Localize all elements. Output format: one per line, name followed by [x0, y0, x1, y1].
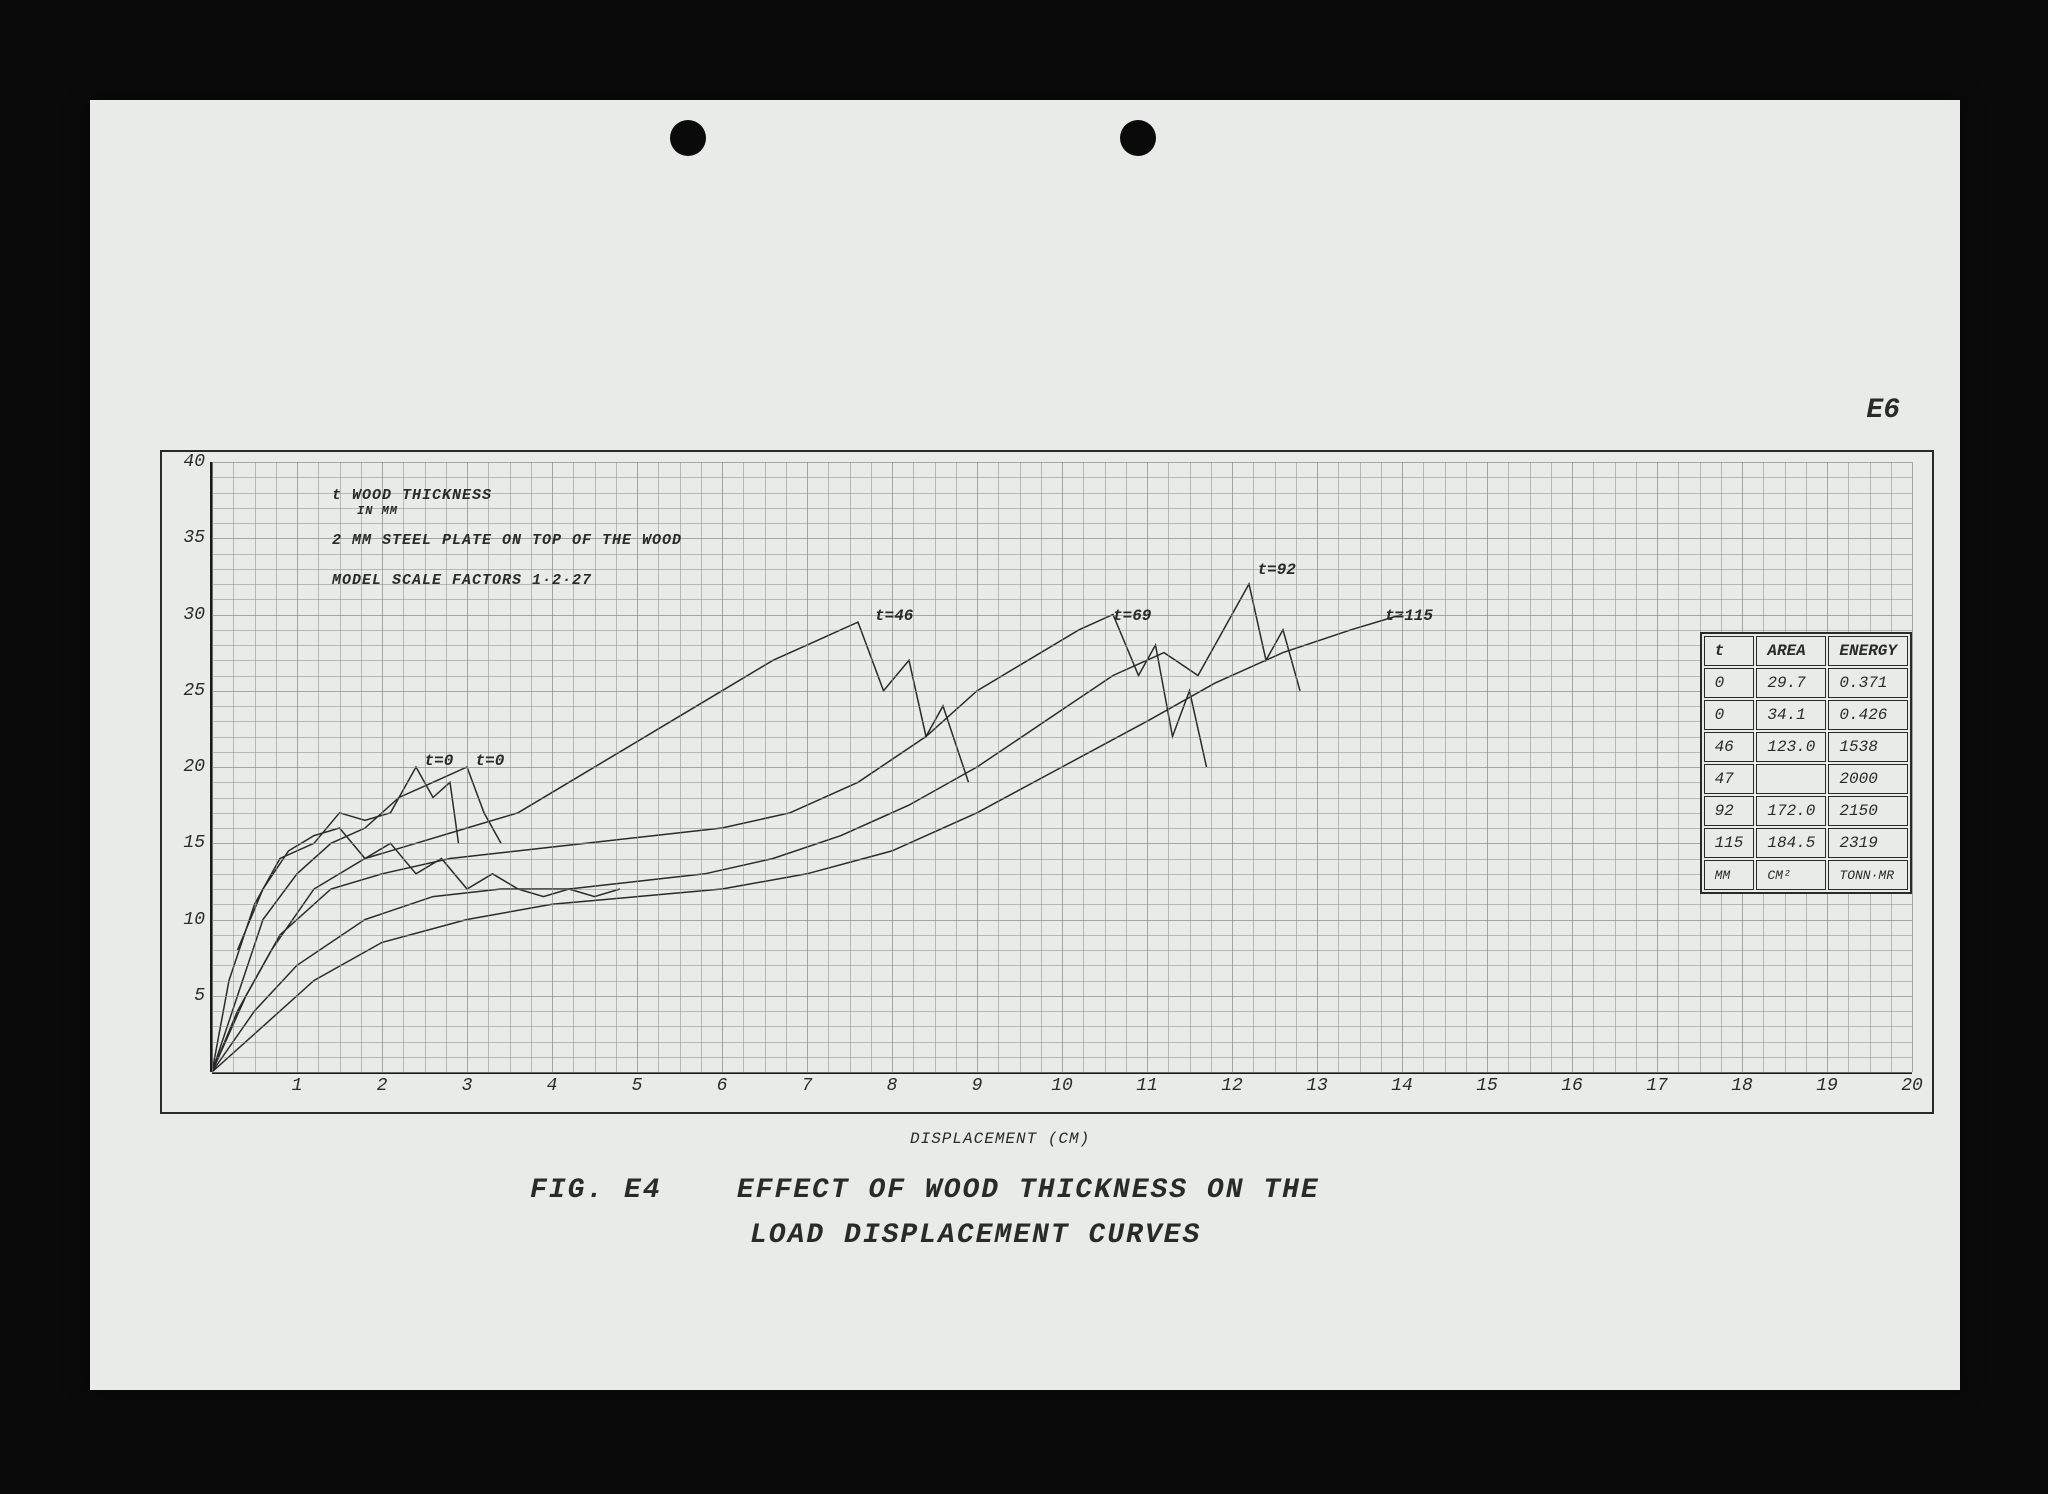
legend-line-1b: IN MM: [357, 504, 398, 518]
table-cell: 0.426: [1828, 700, 1908, 730]
curve-label: t=115: [1385, 607, 1433, 625]
table-row: 115184.52319: [1704, 828, 1908, 858]
table-unit: MM: [1704, 860, 1755, 890]
table-cell: 0.371: [1828, 668, 1908, 698]
x-tick-label: 2: [377, 1076, 388, 1096]
table-cell: 46: [1704, 732, 1755, 762]
table-cell: 0: [1704, 700, 1755, 730]
table-row: 46123.01538: [1704, 732, 1908, 762]
x-tick-label: 17: [1646, 1076, 1668, 1096]
table-cell: 92: [1704, 796, 1755, 826]
table-unit: TONN·MR: [1828, 860, 1908, 890]
table-cell: 172.0: [1756, 796, 1826, 826]
y-tick-label: 20: [183, 757, 210, 777]
x-tick-label: 15: [1476, 1076, 1498, 1096]
figure-title-text-1: EFFECT OF WOOD THICKNESS ON THE: [737, 1175, 1320, 1206]
table-cell: 2150: [1828, 796, 1908, 826]
table-row: 92172.02150: [1704, 796, 1908, 826]
y-tick-label: 35: [183, 528, 210, 548]
x-tick-label: 6: [717, 1076, 728, 1096]
table-cell: 123.0: [1756, 732, 1826, 762]
table-cell: [1756, 764, 1826, 794]
punch-hole-1: [670, 120, 706, 156]
table-header: AREA: [1756, 636, 1826, 666]
table-cell: 0: [1704, 668, 1755, 698]
plot-area: t=0 t=0 t=46 t=69 t=92 t=115: [212, 462, 1912, 1072]
x-tick-label: 5: [632, 1076, 643, 1096]
x-tick-label: 14: [1391, 1076, 1413, 1096]
x-tick-label: 10: [1051, 1076, 1073, 1096]
chart-frame: t=0 t=0 t=46 t=69 t=92 t=115 t WOOD THICKNESS…: [160, 450, 1934, 1114]
paper-sheet: E6 t=0 t=0 t=46 t=69 t=92 t=115 t WOOD THICKN…: [90, 100, 1960, 1390]
curve-label: t=0: [425, 752, 454, 770]
table-cell: 47: [1704, 764, 1755, 794]
table-row: 029.70.371: [1704, 668, 1908, 698]
table-unit: CM²: [1756, 860, 1826, 890]
table-cell: 115: [1704, 828, 1755, 858]
table-cell: 29.7: [1756, 668, 1826, 698]
table-header: ENERGY: [1828, 636, 1908, 666]
y-tick-label: 10: [183, 910, 210, 930]
legend-line-1: t WOOD THICKNESS: [332, 487, 492, 504]
curve-label: t=69: [1113, 607, 1151, 625]
y-tick-label: 15: [183, 833, 210, 853]
x-tick-label: 19: [1816, 1076, 1838, 1096]
table-cell: 2319: [1828, 828, 1908, 858]
curve-t46: [212, 622, 969, 1072]
table-cell: 1538: [1828, 732, 1908, 762]
x-axis-label: DISPLACEMENT (CM): [910, 1130, 1090, 1148]
table-row: 47 2000: [1704, 764, 1908, 794]
curve-label: t=0: [476, 752, 505, 770]
x-tick-label: 4: [547, 1076, 558, 1096]
x-tick-label: 9: [972, 1076, 983, 1096]
figure-caption-line2: LOAD DISPLACEMENT CURVES: [750, 1220, 1201, 1251]
table-cell: 2000: [1828, 764, 1908, 794]
figure-caption-line1: FIG. E4 EFFECT OF WOOD THICKNESS ON THE: [530, 1175, 1320, 1206]
y-tick-label: 40: [183, 452, 210, 472]
figure-prefix: FIG. E4: [530, 1175, 662, 1206]
curve-label: t=92: [1258, 561, 1296, 579]
y-tick-label: 5: [194, 986, 210, 1006]
x-tick-label: 13: [1306, 1076, 1328, 1096]
x-tick-label: 12: [1221, 1076, 1243, 1096]
x-tick-label: 3: [462, 1076, 473, 1096]
x-tick-label: 8: [887, 1076, 898, 1096]
table-cell: 34.1: [1756, 700, 1826, 730]
page-label: E6: [1866, 395, 1900, 426]
curve-label: t=46: [875, 607, 913, 625]
x-tick-label: 11: [1136, 1076, 1158, 1096]
punch-hole-2: [1120, 120, 1156, 156]
x-tick-label: 16: [1561, 1076, 1583, 1096]
y-tick-label: 25: [183, 681, 210, 701]
data-table: tAREAENERGY 029.70.371034.10.42646123.01…: [1700, 632, 1912, 894]
x-tick-label: 20: [1901, 1076, 1923, 1096]
table-cell: 184.5: [1756, 828, 1826, 858]
y-tick-label: 30: [183, 605, 210, 625]
x-tick-label: 18: [1731, 1076, 1753, 1096]
x-tick-label: 1: [292, 1076, 303, 1096]
table-header: t: [1704, 636, 1755, 666]
x-tick-label: 7: [802, 1076, 813, 1096]
legend-line-3: MODEL SCALE FACTORS 1·2·27: [332, 572, 592, 589]
table-row: 034.10.426: [1704, 700, 1908, 730]
legend-line-2: 2 MM STEEL PLATE ON TOP OF THE WOOD: [332, 532, 682, 549]
